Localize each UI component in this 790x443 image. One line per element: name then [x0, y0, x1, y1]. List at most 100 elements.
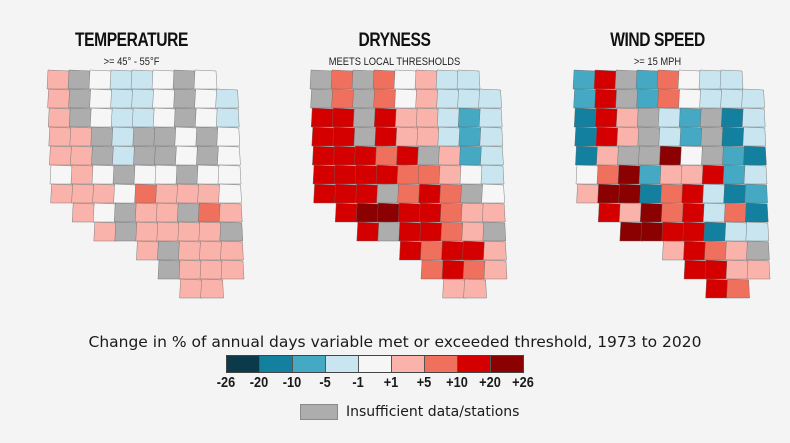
- climate-division: [333, 145, 357, 166]
- climate-division: [333, 164, 358, 185]
- climate-division: [462, 259, 487, 280]
- climate-division: [617, 145, 641, 166]
- climate-division: [374, 126, 399, 147]
- scale-tick: -5: [319, 374, 331, 391]
- climate-division: [92, 202, 117, 223]
- climate-division: [178, 240, 202, 261]
- climate-division: [435, 69, 460, 90]
- climate-division: [700, 126, 725, 147]
- climate-division: [635, 69, 660, 90]
- climate-division: [436, 107, 461, 128]
- climate-division: [217, 145, 241, 166]
- scale-swatch-7: [458, 356, 491, 372]
- climate-division: [574, 126, 599, 147]
- climate-division: [440, 221, 465, 242]
- climate-division: [721, 126, 746, 147]
- climate-division: [703, 221, 728, 242]
- climate-division: [723, 202, 748, 223]
- climate-division: [683, 259, 708, 280]
- climate-division: [698, 69, 723, 90]
- climate-division: [372, 69, 397, 90]
- climate-division: [659, 145, 683, 166]
- climate-division: [312, 164, 337, 185]
- scale-swatch-4: [359, 356, 392, 372]
- climate-division: [660, 202, 685, 223]
- climate-division: [744, 202, 769, 223]
- climate-division: [615, 107, 640, 128]
- climate-division: [680, 145, 704, 166]
- climate-division: [135, 221, 160, 242]
- climate-division: [112, 164, 137, 185]
- climate-division: [418, 202, 443, 223]
- climate-division: [480, 164, 505, 185]
- climate-division: [69, 126, 94, 147]
- climate-division: [71, 202, 96, 223]
- climate-division: [197, 202, 222, 223]
- climate-division: [110, 88, 134, 109]
- no-data-swatch: [300, 404, 338, 420]
- panel-wind-speed: WIND SPEED >= 15 MPH: [526, 0, 789, 320]
- climate-division: [376, 183, 400, 204]
- climate-division: [594, 107, 619, 128]
- climate-division: [173, 88, 197, 109]
- climate-division: [196, 164, 221, 185]
- climate-division: [68, 88, 92, 109]
- climate-division: [746, 259, 771, 280]
- climate-division: [70, 145, 94, 166]
- climate-division: [573, 88, 597, 109]
- climate-division: [677, 69, 702, 90]
- climate-division: [397, 183, 421, 204]
- climate-division: [155, 183, 179, 204]
- climate-division: [681, 183, 705, 204]
- climate-division: [199, 240, 223, 261]
- climate-division: [113, 202, 138, 223]
- climate-division: [657, 107, 682, 128]
- climate-division: [393, 69, 418, 90]
- climate-division: [658, 126, 683, 147]
- climate-division: [480, 145, 504, 166]
- climate-division: [483, 240, 507, 261]
- climate-division: [194, 88, 218, 109]
- climate-division: [193, 69, 218, 90]
- climate-division: [459, 164, 484, 185]
- climate-division: [334, 202, 359, 223]
- climate-division: [177, 221, 202, 242]
- climate-division: [373, 88, 397, 109]
- climate-division: [678, 107, 703, 128]
- climate-division: [659, 164, 684, 185]
- climate-division: [616, 126, 641, 147]
- panel-subtitle: >= 15 MPH: [633, 56, 682, 68]
- scale-tick: -1: [352, 374, 364, 391]
- climate-division: [639, 183, 663, 204]
- scale-swatch-2: [293, 356, 326, 372]
- climate-division: [175, 145, 199, 166]
- climate-division: [195, 126, 220, 147]
- climate-division: [438, 145, 462, 166]
- climate-division: [463, 278, 487, 299]
- climate-division: [136, 240, 160, 261]
- climate-division: [682, 221, 707, 242]
- climate-division: [199, 259, 224, 280]
- climate-division: [109, 69, 134, 90]
- climate-division: [309, 69, 334, 90]
- legend-title: Change in % of annual days variable met …: [88, 333, 702, 351]
- climate-division: [156, 221, 181, 242]
- climate-division: [394, 88, 418, 109]
- climate-division: [656, 69, 681, 90]
- climate-division: [415, 107, 440, 128]
- scale-swatch-1: [260, 356, 293, 372]
- climate-division: [572, 69, 597, 90]
- climate-division: [702, 202, 727, 223]
- climate-division: [460, 183, 484, 204]
- climate-division: [356, 221, 381, 242]
- climate-division: [683, 240, 707, 261]
- climate-division: [720, 88, 744, 109]
- climate-division: [619, 221, 644, 242]
- climate-division: [483, 259, 508, 280]
- climate-division: [134, 202, 159, 223]
- climate-division: [699, 107, 724, 128]
- climate-division: [110, 107, 135, 128]
- climate-division: [398, 221, 423, 242]
- climate-division: [442, 278, 466, 299]
- climate-division: [93, 221, 118, 242]
